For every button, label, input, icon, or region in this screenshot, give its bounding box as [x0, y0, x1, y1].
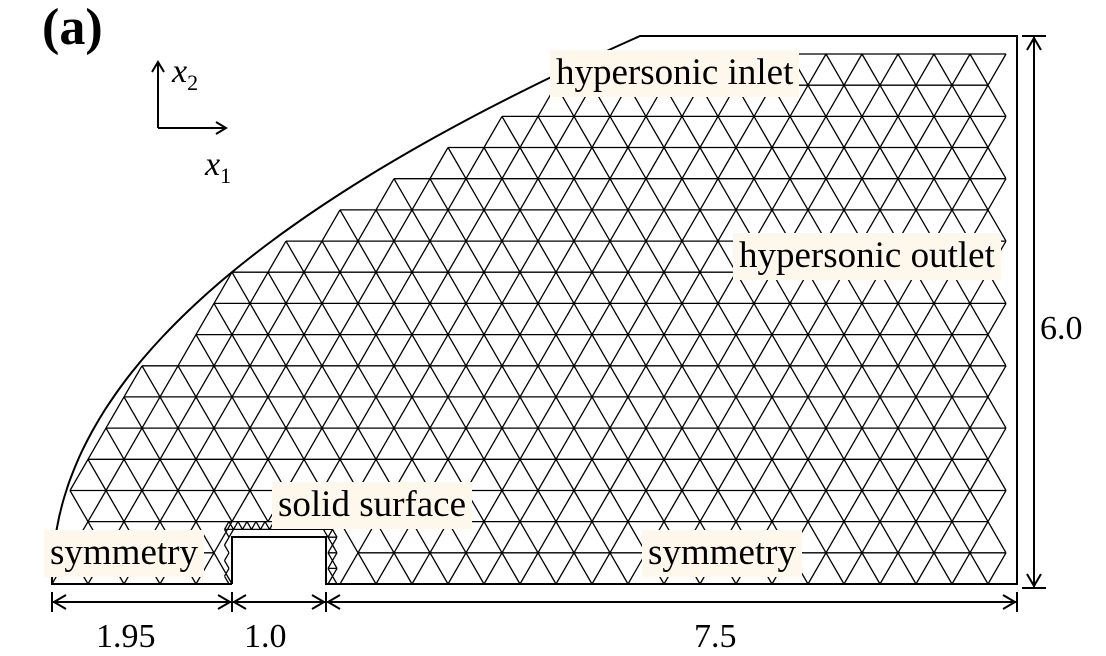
- dimension-arrow-right-arrowhead-left: [326, 594, 341, 610]
- boundary-outline: [51, 35, 1018, 585]
- dimension-middle: 1.0: [244, 618, 287, 655]
- dimension-arrow-right-arrowhead-right: [1002, 594, 1017, 610]
- panel-label: (a): [42, 0, 103, 56]
- axis-arrows-icon: [151, 60, 228, 135]
- label-hypersonic-outlet: hypersonic outlet: [733, 233, 1001, 280]
- label-hypersonic-inlet: hypersonic inlet: [550, 50, 800, 97]
- dimension-height: 6.0: [1040, 310, 1083, 347]
- dimension-arrow-height-head-top: [1026, 36, 1042, 51]
- dimension-arrow-height-head-bottom: [1026, 573, 1042, 588]
- dimension-right: 7.5: [694, 618, 737, 655]
- dimension-arrow-middle-arrowhead-right: [311, 594, 326, 610]
- axis-label-x1: x1: [205, 146, 232, 188]
- domain-boundary: [51, 35, 1018, 585]
- dimension-left: 1.95: [96, 618, 156, 655]
- label-symmetry-left: symmetry: [44, 530, 204, 577]
- dimension-lines: [51, 35, 1046, 612]
- dimension-arrow-middle-arrowhead-left: [232, 594, 247, 610]
- axis-label-x2: x2: [172, 53, 199, 95]
- label-solid-surface: solid surface: [272, 482, 473, 529]
- label-symmetry-right: symmetry: [642, 530, 802, 577]
- dimension-arrow-left-arrowhead-right: [217, 594, 232, 610]
- dimension-arrow-left-arrowhead-left: [52, 594, 67, 610]
